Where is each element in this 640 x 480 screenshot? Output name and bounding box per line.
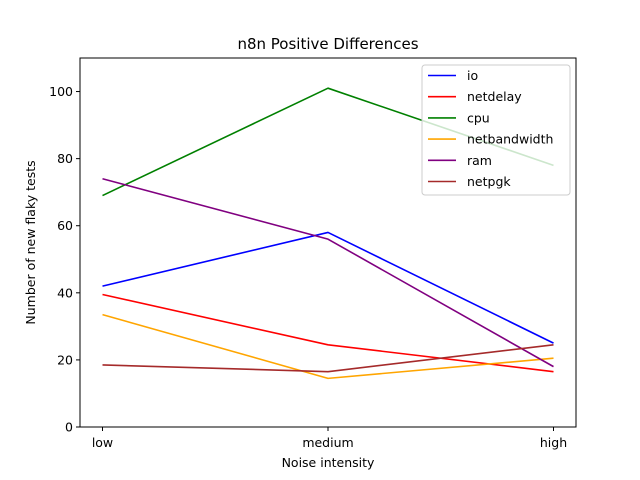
x-axis-label: Noise intensity [282,455,375,470]
legend-label-cpu: cpu [467,110,490,125]
x-tick-label: low [92,435,113,450]
y-tick-label: 40 [57,285,73,300]
legend-label-ram: ram [467,153,492,168]
x-axis: low medium high [92,427,567,450]
y-tick-label: 0 [65,420,73,435]
series-line-io [102,231,554,344]
y-tick-label: 80 [57,151,73,166]
y-tick-label: 20 [57,352,73,367]
legend-box [421,64,571,196]
series-line-netpgk [102,344,554,373]
legend-label-netbandwidth: netbandwidth [467,132,553,147]
series-line-netbandwidth [102,313,554,380]
y-axis-label: Number of new flaky tests [23,160,38,324]
legend-label-io: io [467,68,478,83]
legend-label-netpgk: netpgk [467,174,511,189]
plot-area [102,87,554,380]
series-line-netdelay [102,293,554,373]
series-line-ram [102,177,554,368]
y-tick-label: 60 [57,218,73,233]
legend-label-netdelay: netdelay [467,89,522,104]
y-tick-label: 100 [49,84,73,99]
x-tick-label: medium [302,435,353,450]
x-tick-label: high [540,435,567,450]
chart-title: n8n Positive Differences [237,35,418,53]
legend: io netdelay cpu netbandwidth ram netpgk [421,64,571,196]
y-axis: 0 20 40 60 80 100 [49,84,80,435]
